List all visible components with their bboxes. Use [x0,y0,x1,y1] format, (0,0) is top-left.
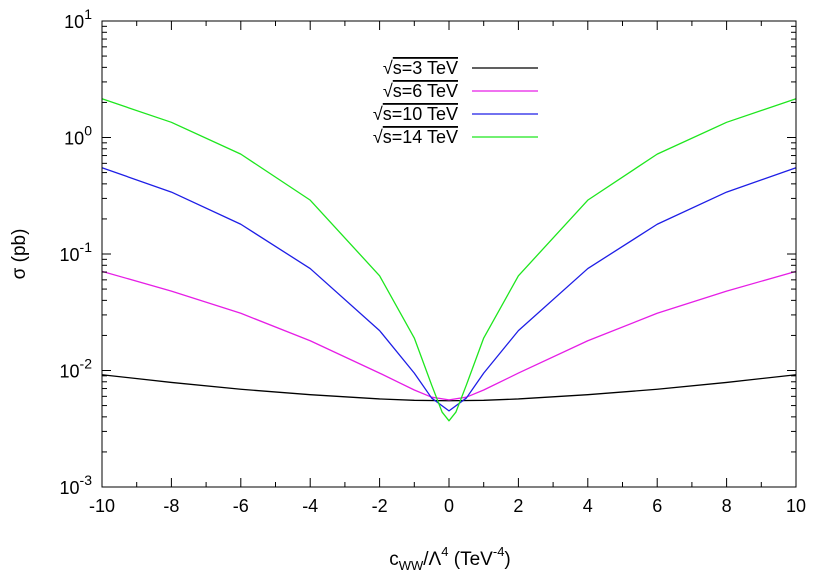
x-tick-label: 2 [513,496,523,516]
legend-label: √s=3 TeV [383,58,458,78]
x-tick-label: -8 [163,496,179,516]
y-tick-label: 10-2 [60,356,93,382]
x-tick-label: 0 [444,496,454,516]
x-tick-label: -4 [302,496,318,516]
x-tick-label: -10 [89,496,115,516]
legend-label: √s=14 TeV [373,127,458,147]
y-tick-labels: 101 100 10-1 10-2 10-3 [60,6,93,498]
series-line-4 [101,98,797,422]
y-tick-label: 100 [64,123,92,149]
legend-entry-4: √s=14 TeV [373,127,538,147]
x-tick-label: 8 [722,496,732,516]
legend-label: √s=10 TeV [373,104,458,124]
y-tick-label: 101 [64,6,92,32]
x-tick-label: 4 [583,496,593,516]
x-tick-labels: -10 -8 -6 -4 -2 0 2 4 6 8 10 [89,496,806,516]
y-tick-label: 10-3 [60,472,93,498]
x-axis-title: cWW/Λ4 (TeV-4) [389,544,511,573]
y-axis-title: σ (pb) [9,229,30,280]
x-tick-label: 6 [652,496,662,516]
y-tick-label: 10-1 [60,239,93,265]
series-line-2 [101,270,797,401]
legend-label: √s=6 TeV [383,81,458,101]
x-tick-label: -2 [372,496,388,516]
legend-entry-1: √s=3 TeV [383,58,538,78]
series-line-3 [101,167,797,412]
legend: √s=3 TeV √s=6 TeV √s=10 TeV √s=14 TeV [373,58,538,147]
x-tick-label: 10 [786,496,806,516]
plot-curves [101,98,797,422]
series-line-1 [101,374,797,402]
legend-entry-3: √s=10 TeV [373,104,538,124]
legend-entry-2: √s=6 TeV [383,81,538,101]
axis-ticks [101,20,797,488]
x-tick-label: -6 [233,496,249,516]
